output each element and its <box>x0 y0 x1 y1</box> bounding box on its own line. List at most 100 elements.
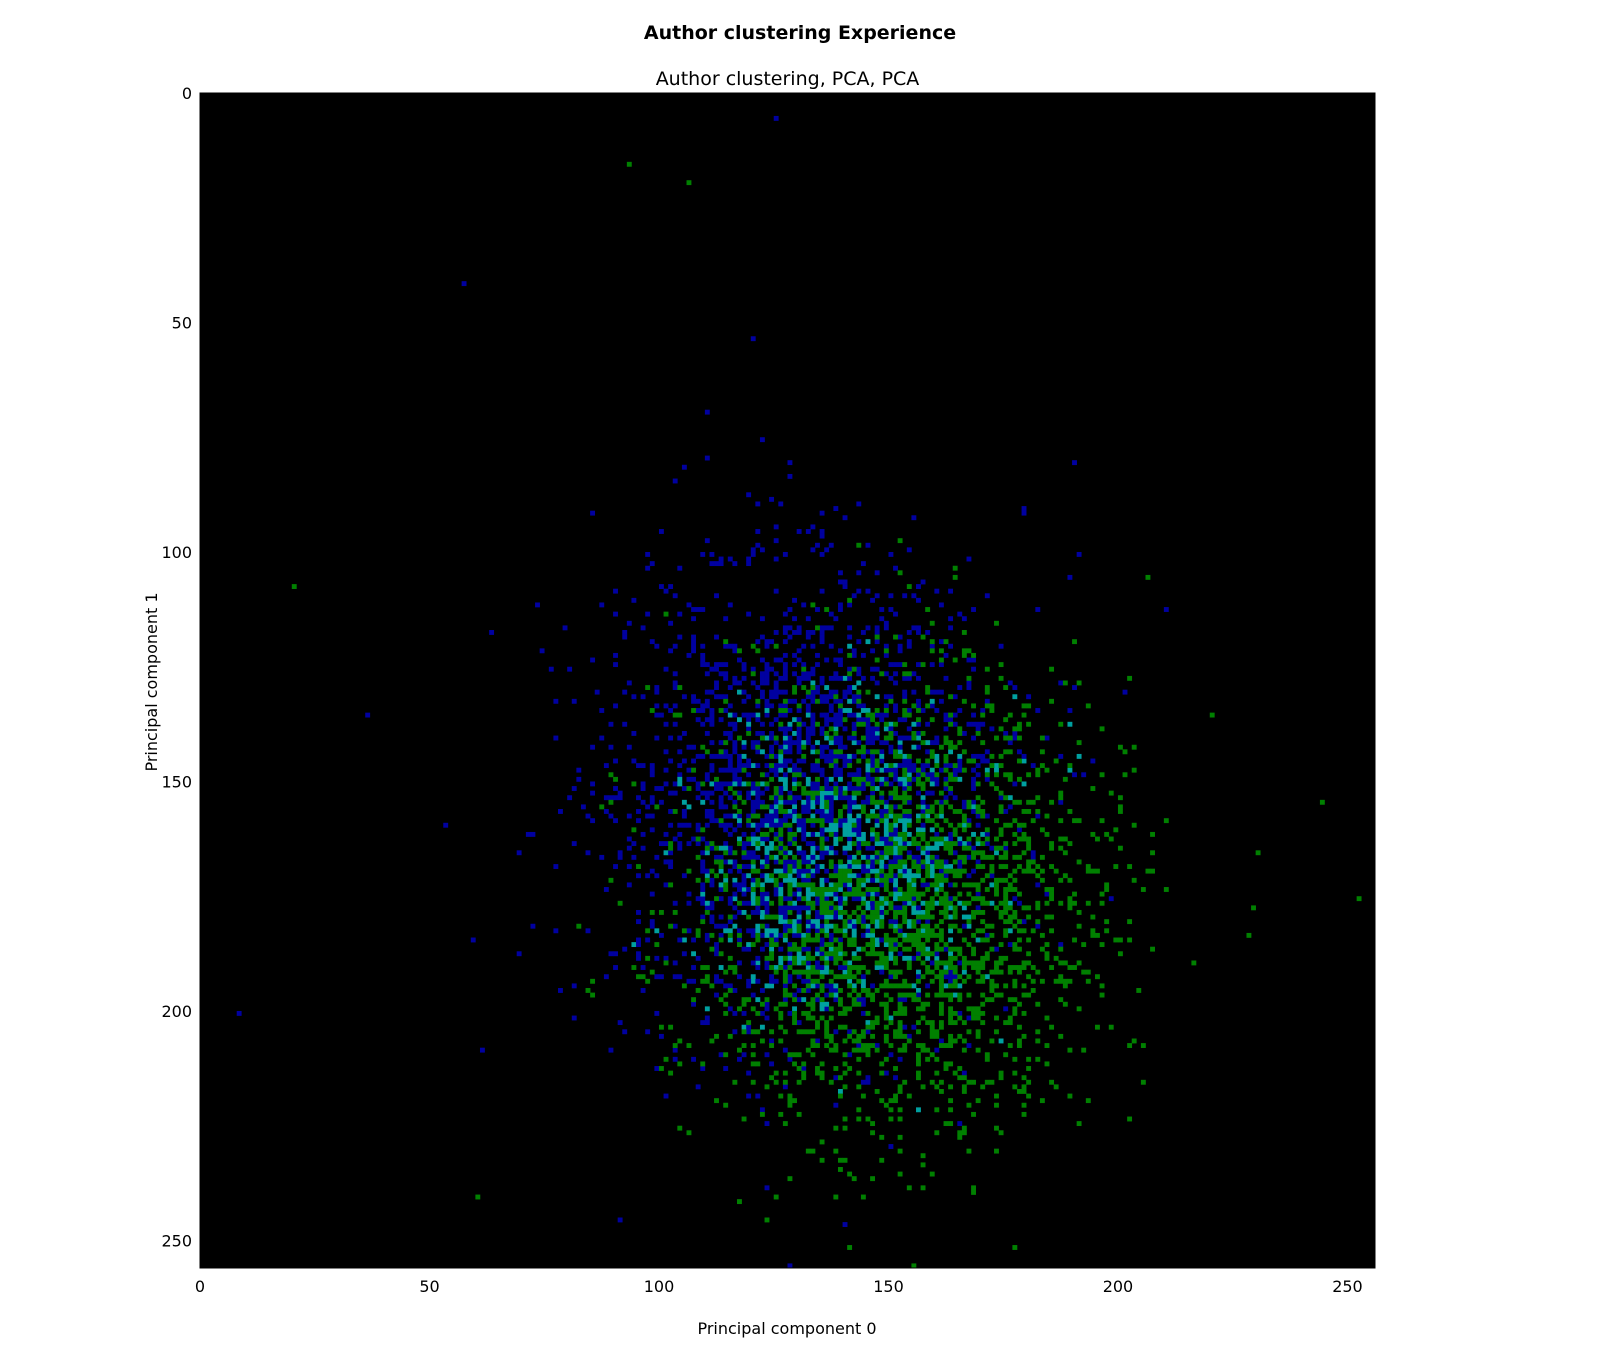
heatmap-cell <box>883 625 889 631</box>
heatmap-cell <box>1016 965 1022 970</box>
heatmap-cell <box>837 1093 843 1099</box>
heatmap-cell <box>828 951 834 957</box>
heatmap-cell <box>686 180 692 186</box>
heatmap-cell <box>842 951 848 957</box>
heatmap-cell <box>883 896 889 902</box>
heatmap-cell <box>837 767 843 773</box>
heatmap-cell <box>870 735 876 741</box>
heatmap-cell <box>746 873 752 879</box>
heatmap-cell <box>709 914 715 920</box>
heatmap-cell <box>851 955 857 961</box>
heatmap-cell <box>723 790 729 796</box>
heatmap-cell <box>718 951 724 957</box>
heatmap-cell <box>769 694 775 700</box>
heatmap-cell <box>1016 891 1022 897</box>
heatmap-cell <box>902 859 908 865</box>
heatmap-cell <box>957 836 963 842</box>
heatmap-cell <box>883 1010 889 1016</box>
heatmap-cell <box>759 864 765 869</box>
heatmap-cell <box>893 928 898 934</box>
heatmap-cell <box>709 813 715 819</box>
heatmap-cell <box>860 735 866 741</box>
heatmap-cell <box>860 809 866 814</box>
heatmap-cell <box>902 753 908 759</box>
heatmap-cell <box>865 942 871 948</box>
heatmap-cell <box>929 1024 935 1030</box>
heatmap-cell <box>902 689 908 695</box>
heatmap-cell <box>778 841 784 847</box>
heatmap-cell <box>695 955 701 961</box>
heatmap-cell <box>837 868 843 874</box>
heatmap-cell <box>897 1148 903 1154</box>
heatmap-cell <box>769 776 775 782</box>
heatmap-cell <box>851 891 857 897</box>
heatmap-cell <box>860 841 866 847</box>
heatmap-cell <box>833 721 839 727</box>
heatmap-cell <box>897 905 903 911</box>
heatmap-cell <box>746 978 752 984</box>
heatmap-cell <box>773 928 779 934</box>
heatmap-cell <box>1012 685 1018 690</box>
heatmap-cell <box>842 584 848 589</box>
heatmap-cell <box>553 928 559 934</box>
heatmap-cell <box>948 1015 954 1021</box>
heatmap-cell <box>1021 836 1027 842</box>
heatmap-cell <box>971 946 976 952</box>
heatmap-cell <box>778 850 784 856</box>
heatmap-cell <box>691 634 696 640</box>
heatmap-cell <box>934 1033 940 1039</box>
heatmap-cell <box>984 1052 990 1058</box>
heatmap-cell <box>1030 850 1036 856</box>
heatmap-cell <box>874 634 880 640</box>
heatmap-cell <box>750 978 756 984</box>
heatmap-cell <box>893 763 898 769</box>
heatmap-cell <box>750 336 756 342</box>
heatmap-cell <box>723 1102 729 1108</box>
heatmap-cell <box>746 942 752 948</box>
heatmap-cell <box>920 891 926 897</box>
heatmap-cell <box>1012 730 1018 736</box>
heatmap-cell <box>938 887 944 892</box>
heatmap-cell <box>833 909 839 915</box>
heatmap-cell <box>649 909 655 915</box>
heatmap-cell <box>1021 960 1027 966</box>
heatmap-cell <box>778 818 784 824</box>
heatmap-cell <box>902 786 908 791</box>
heatmap-cell <box>750 666 756 672</box>
heatmap-cell <box>778 1015 784 1021</box>
heatmap-cell <box>769 854 775 860</box>
heatmap-cell <box>1145 574 1151 580</box>
heatmap-cell <box>1255 850 1261 856</box>
heatmap-cell <box>548 666 554 672</box>
heatmap-cell <box>925 776 931 782</box>
heatmap-cell <box>897 887 903 892</box>
heatmap-cell <box>1021 905 1027 911</box>
heatmap-cell <box>998 960 1004 966</box>
heatmap-cell <box>957 767 963 773</box>
heatmap-cell <box>792 997 797 1003</box>
heatmap-cell <box>819 836 825 842</box>
heatmap-cell <box>773 763 779 769</box>
heatmap-cell <box>695 753 701 759</box>
heatmap-cell <box>764 1015 770 1021</box>
heatmap-cell <box>984 831 990 837</box>
heatmap-cell <box>883 845 889 851</box>
heatmap-cell <box>902 593 908 599</box>
heatmap-cell <box>893 804 898 810</box>
heatmap-cell <box>778 845 784 851</box>
heatmap-cell <box>805 877 811 883</box>
heatmap-cell <box>805 1047 811 1053</box>
heatmap-cell <box>778 1024 784 1030</box>
heatmap-cell <box>925 900 931 906</box>
heatmap-cell <box>727 937 733 943</box>
heatmap-cell <box>590 992 596 998</box>
heatmap-cell <box>764 997 770 1003</box>
heatmap-cell <box>782 781 788 787</box>
heatmap-cell <box>911 763 917 769</box>
heatmap-cell <box>782 909 788 915</box>
heatmap-cell <box>847 666 853 672</box>
heatmap-cell <box>938 841 944 847</box>
heatmap-cell <box>792 772 797 778</box>
heatmap-cell <box>879 960 885 966</box>
heatmap-cell <box>828 749 834 755</box>
